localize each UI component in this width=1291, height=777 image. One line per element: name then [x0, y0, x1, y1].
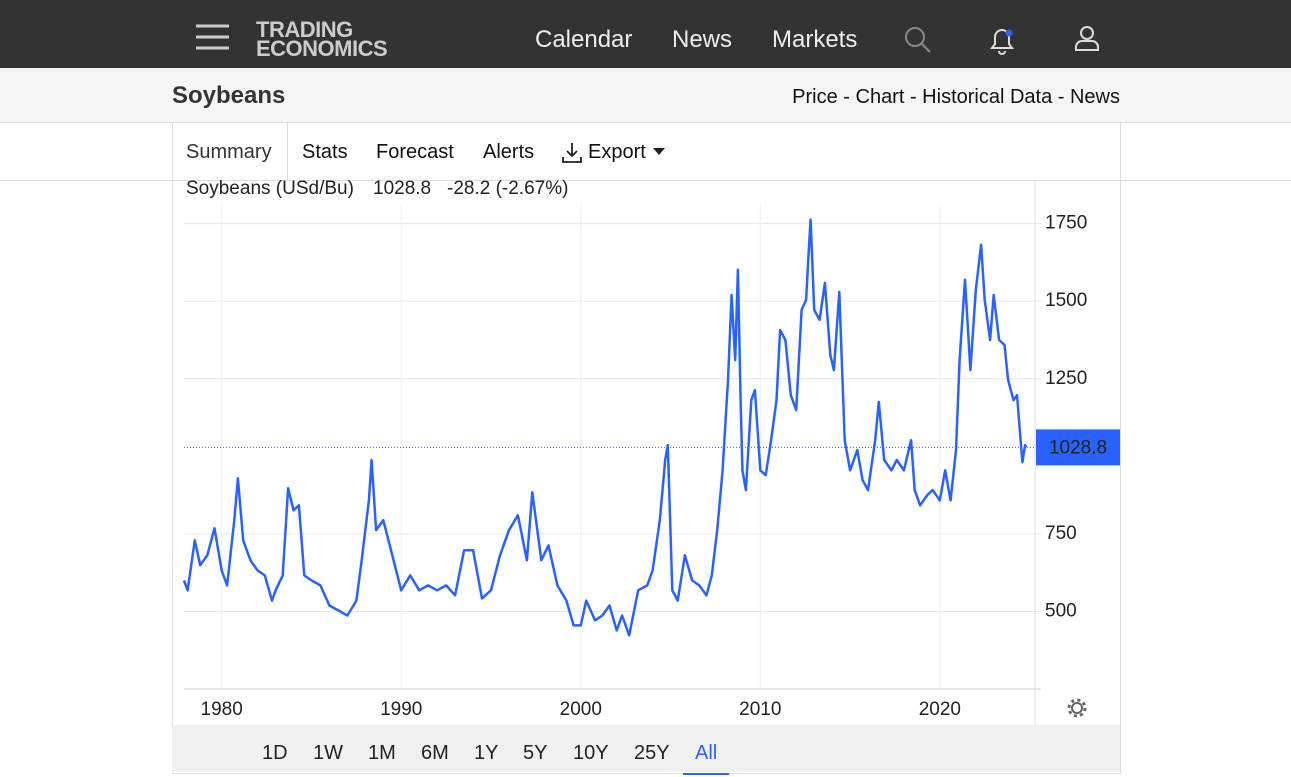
- x-tick-label: 2000: [560, 699, 602, 720]
- menu-icon[interactable]: [196, 24, 230, 50]
- y-tick-label: 1500: [1045, 290, 1087, 311]
- range-button[interactable]: 1M: [368, 742, 396, 764]
- bell-icon[interactable]: [988, 26, 1018, 56]
- range-button[interactable]: 1D: [262, 742, 288, 764]
- nav-item[interactable]: Markets: [772, 26, 858, 53]
- nav-item[interactable]: News: [672, 26, 733, 53]
- logo[interactable]: ECONOMICS: [256, 36, 388, 61]
- user-icon[interactable]: [1074, 25, 1102, 53]
- logo[interactable]: TRADING: [256, 17, 353, 42]
- y-tick-label: 500: [1045, 600, 1077, 621]
- tab[interactable]: Alerts: [483, 141, 535, 163]
- x-tick-label: 2020: [919, 699, 961, 720]
- tab[interactable]: Stats: [302, 141, 348, 163]
- range-bar: 1D 1W 1M 6M 1Y 5Y 10Y 25Y All: [172, 725, 1120, 775]
- tab[interactable]: Forecast: [376, 141, 454, 163]
- top-bar: TRADING ECONOMICS Calendar News Markets: [0, 0, 1291, 68]
- tab[interactable]: Export: [588, 141, 646, 163]
- range-button[interactable]: 10Y: [573, 742, 609, 764]
- page-title: Soybeans: [172, 82, 286, 109]
- y-tick-label: 750: [1045, 523, 1077, 544]
- x-tick-label: 1980: [201, 699, 243, 720]
- nav-item[interactable]: Calendar: [535, 26, 633, 53]
- y-tick-label: 1750: [1045, 213, 1087, 234]
- price-line: [182, 218, 1028, 637]
- header-links[interactable]: Price - Chart - Historical Data - News: [792, 86, 1120, 108]
- settings-icon[interactable]: [1067, 698, 1087, 718]
- y-tick-label: 1250: [1045, 368, 1087, 389]
- chart-box: [172, 123, 1121, 774]
- last-value-box: [1036, 429, 1120, 466]
- range-button[interactable]: 1Y: [474, 742, 499, 764]
- tab-active-bg: [172, 123, 288, 180]
- range-button[interactable]: 25Y: [634, 742, 670, 764]
- download-icon[interactable]: [562, 142, 584, 164]
- last-value-label: 1028.8: [1049, 437, 1107, 458]
- range-button[interactable]: 5Y: [523, 742, 548, 764]
- x-tick-label: 2010: [739, 699, 781, 720]
- range-button[interactable]: All: [683, 742, 730, 775]
- search-icon[interactable]: [904, 26, 934, 54]
- x-tick-label: 1990: [380, 699, 422, 720]
- change: -28.2 (-2.67%): [447, 178, 568, 199]
- tab[interactable]: Summary: [186, 141, 272, 163]
- series-label: Soybeans (USd/Bu): [186, 178, 354, 199]
- tab-bar: [0, 123, 1291, 181]
- dropdown-caret[interactable]: [653, 148, 665, 156]
- range-button[interactable]: 1W: [313, 742, 343, 764]
- range-button[interactable]: 6M: [421, 742, 449, 764]
- header-bar: Soybeans Price - Chart - Historical Data…: [0, 68, 1291, 123]
- last-value: 1028.8: [373, 178, 431, 199]
